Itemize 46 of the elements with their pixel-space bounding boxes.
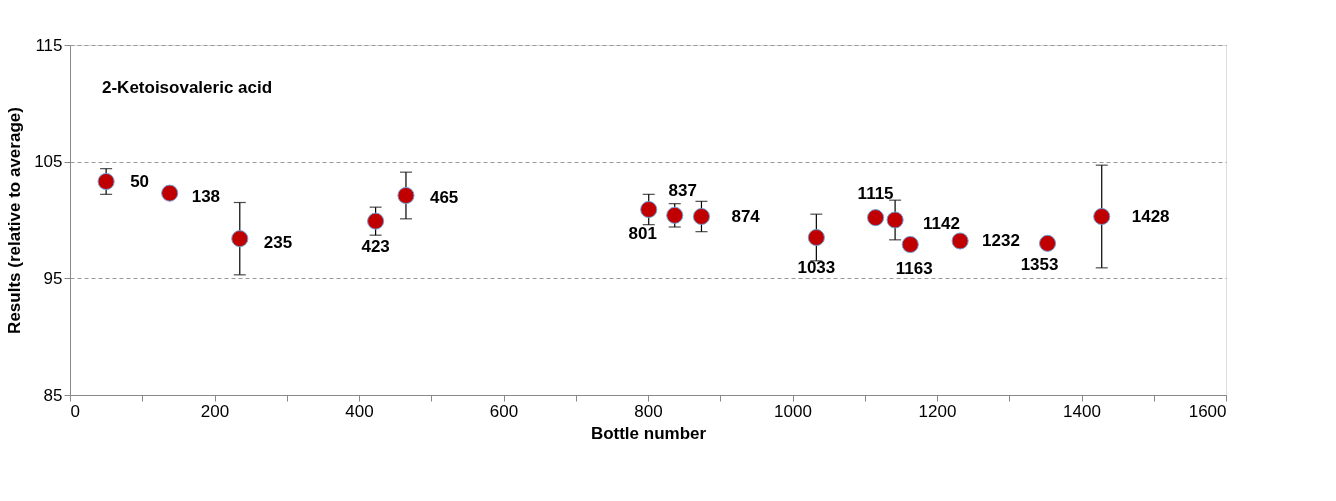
annotation: 837 <box>668 181 697 201</box>
annotation: 50 <box>130 171 150 191</box>
point <box>1093 207 1111 226</box>
point <box>397 186 415 205</box>
point <box>367 212 385 230</box>
annotation: 423 <box>361 237 390 257</box>
x-tick-label: 800 <box>634 401 663 421</box>
x-axis-title: Bottle number <box>590 423 707 443</box>
point <box>807 228 825 247</box>
point <box>886 211 904 229</box>
annotation: 874 <box>731 206 761 226</box>
point <box>231 230 249 248</box>
x-tick-label: 0 <box>70 401 80 421</box>
x-tick-label: 1000 <box>774 401 812 421</box>
annotation: 1033 <box>797 257 836 277</box>
annotation: 1142 <box>923 214 960 233</box>
annotation: 1163 <box>895 258 933 278</box>
point <box>867 209 885 227</box>
point <box>161 184 179 202</box>
point <box>951 232 969 250</box>
annotation: 1232 <box>982 231 1020 250</box>
point <box>1038 234 1057 252</box>
y-tick-label: 95 <box>43 268 63 288</box>
x-tick-label: 600 <box>489 401 519 421</box>
x-tick-label: 1400 <box>1063 401 1101 421</box>
y-tick-label: 105 <box>34 152 63 172</box>
y-axis-title: Results (relative to average) <box>5 107 25 334</box>
annotation: 138 <box>191 187 221 207</box>
text: 2-Ketoisovaleric acid <box>102 78 273 97</box>
annotation: 1353 <box>1020 255 1059 275</box>
point <box>692 207 711 226</box>
annotation: 801 <box>628 223 657 243</box>
x-tick-label: 200 <box>200 401 230 421</box>
point <box>901 235 919 254</box>
annotation: 235 <box>263 232 293 252</box>
point <box>666 206 684 224</box>
annotation: 465 <box>429 187 459 207</box>
y-tick-label: 85 <box>43 385 63 405</box>
x-tick-label: 1200 <box>918 401 957 421</box>
x-tick-label: 400 <box>345 401 374 421</box>
annotation: 1428 <box>1131 206 1170 226</box>
point <box>640 200 658 219</box>
annotation: 1115 <box>857 183 894 203</box>
point <box>97 172 115 191</box>
x-tick-label: 1600 <box>1188 401 1227 421</box>
y-tick-label: 115 <box>35 35 63 55</box>
